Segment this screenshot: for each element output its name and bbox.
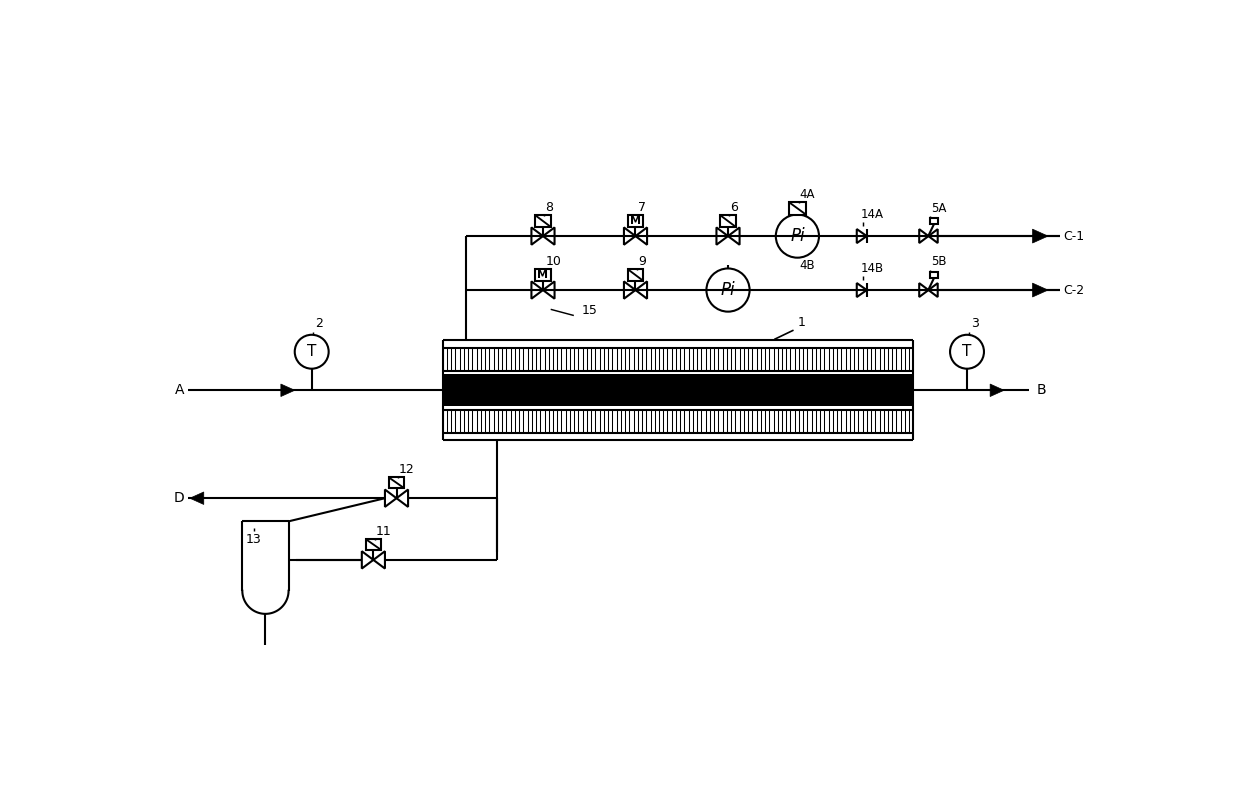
Text: 8: 8 [546,201,553,214]
Polygon shape [919,283,929,297]
Text: 14B: 14B [861,262,884,275]
Text: 6: 6 [730,201,738,214]
Polygon shape [1033,283,1048,297]
Polygon shape [281,384,295,397]
Text: 5B: 5B [931,255,946,268]
Text: 3: 3 [971,317,978,330]
Bar [720,215,735,227]
Text: M: M [630,216,641,226]
Text: 7: 7 [637,201,646,214]
Polygon shape [635,227,647,245]
Text: Pi: Pi [720,281,735,299]
Bar [443,374,913,406]
Text: 14A: 14A [861,208,884,221]
Text: C-2: C-2 [1064,284,1085,297]
Polygon shape [532,281,543,298]
Text: M: M [537,270,548,280]
Text: 10: 10 [546,255,562,268]
Bar [627,269,644,281]
Bar [930,272,939,278]
Polygon shape [857,283,867,297]
Polygon shape [190,492,203,504]
Bar [366,539,381,550]
Bar [627,215,644,227]
Text: 1: 1 [797,315,805,328]
Polygon shape [543,227,554,245]
Text: D: D [174,491,185,505]
Text: B: B [1037,384,1047,397]
Circle shape [707,268,750,311]
Polygon shape [717,227,728,245]
Text: 4A: 4A [800,187,815,200]
Text: T: T [308,344,316,359]
Text: 13: 13 [247,533,262,546]
Polygon shape [397,490,408,507]
Text: A: A [175,384,185,397]
Polygon shape [543,281,554,298]
Text: 12: 12 [399,463,414,476]
Circle shape [950,335,985,369]
Bar [536,269,551,281]
Polygon shape [919,230,929,243]
Text: 5A: 5A [931,201,946,214]
Polygon shape [929,230,937,243]
Polygon shape [929,283,937,297]
Text: 11: 11 [376,525,392,538]
Polygon shape [624,281,635,298]
Polygon shape [624,227,635,245]
Bar [536,215,551,227]
Bar [930,218,939,224]
Polygon shape [362,551,373,569]
Polygon shape [635,281,647,298]
Text: T: T [962,344,972,359]
Text: 15: 15 [582,304,598,317]
Bar [389,478,404,488]
Circle shape [776,214,818,258]
Bar [789,202,806,214]
Polygon shape [532,227,543,245]
Polygon shape [857,229,867,243]
Circle shape [295,335,329,369]
Text: 9: 9 [637,255,646,268]
Polygon shape [1033,230,1048,243]
Polygon shape [384,490,397,507]
Polygon shape [990,384,1004,397]
Polygon shape [728,227,739,245]
Text: C-1: C-1 [1064,230,1085,242]
Text: 4B: 4B [800,260,816,272]
Polygon shape [373,551,384,569]
Text: 2: 2 [315,317,324,330]
Text: Pi: Pi [790,227,805,245]
